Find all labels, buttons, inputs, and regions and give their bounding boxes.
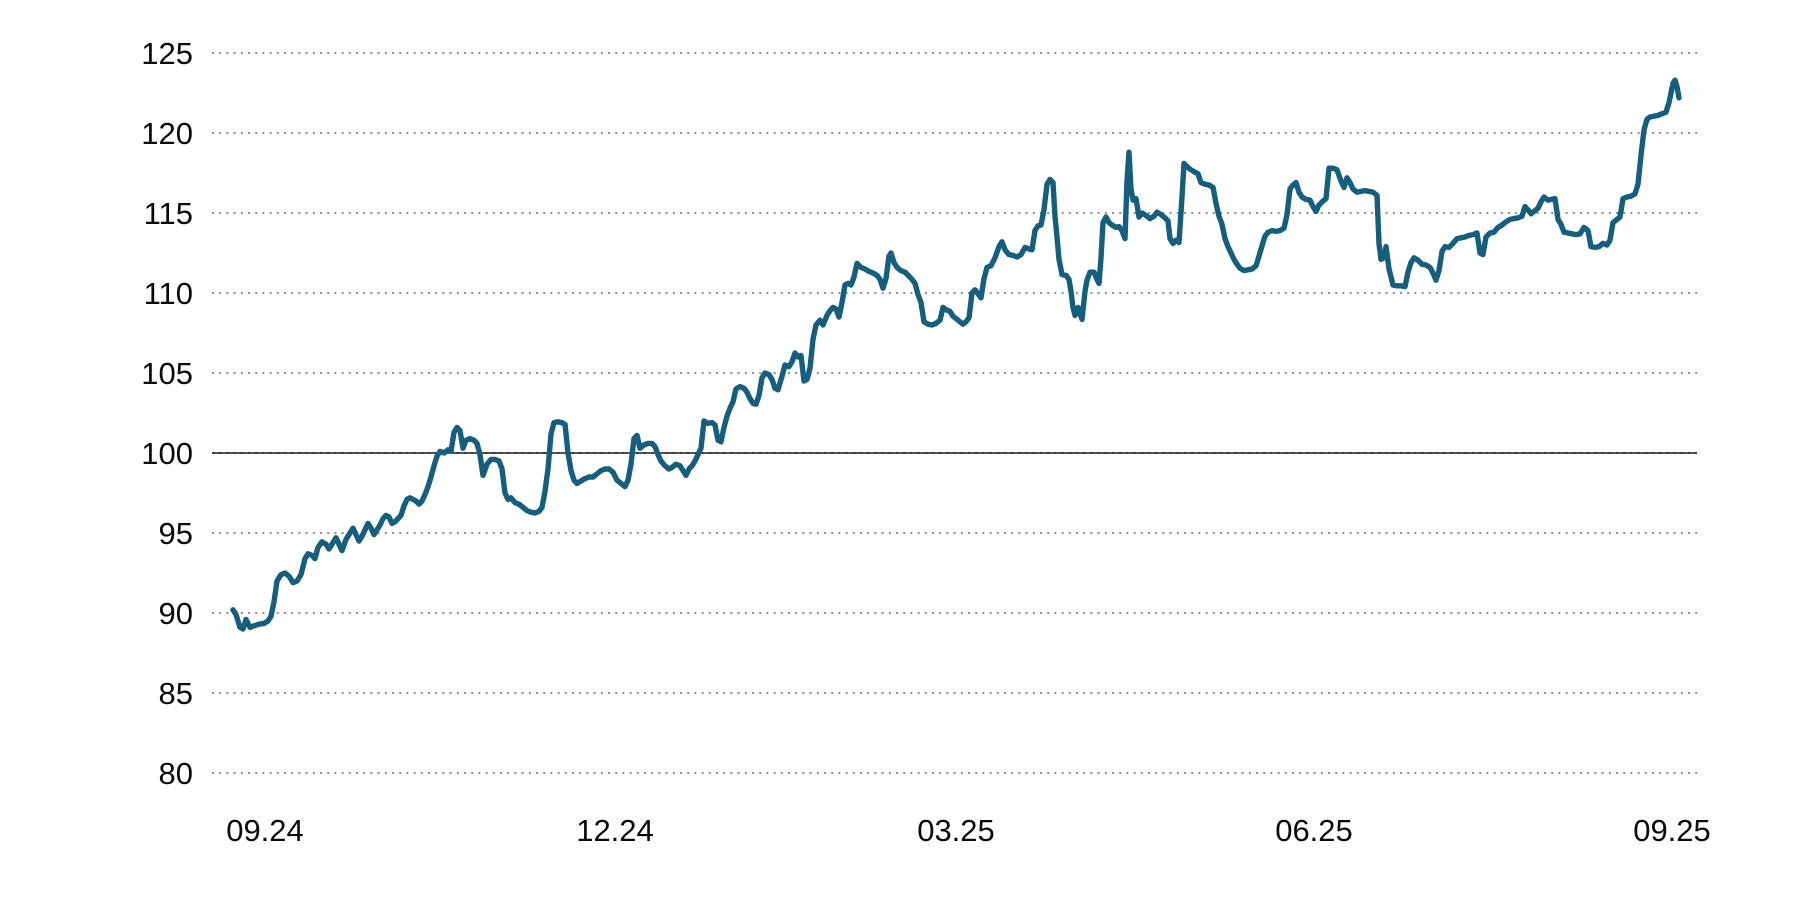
y-tick-label-85: 85 xyxy=(159,676,193,711)
x-axis-tick-labels: 09.24 12.24 03.25 06.25 09.25 xyxy=(226,813,1711,848)
x-tick-label-09.24: 09.24 xyxy=(226,813,304,848)
x-tick-label-06.25: 06.25 xyxy=(1275,813,1353,848)
y-tick-label-125: 125 xyxy=(141,36,193,71)
y-tick-label-110: 110 xyxy=(144,276,193,311)
y-tick-label-115: 115 xyxy=(144,196,193,231)
y-tick-label-80: 80 xyxy=(159,756,193,791)
y-tick-label-95: 95 xyxy=(159,516,193,551)
price-line xyxy=(230,77,1682,632)
series-layer xyxy=(230,77,1682,632)
y-tick-label-120: 120 xyxy=(141,116,193,151)
x-tick-label-12.24: 12.24 xyxy=(576,813,654,848)
x-tick-label-03.25: 03.25 xyxy=(917,813,995,848)
gridlines xyxy=(212,52,1697,774)
x-tick-label-09.25: 09.25 xyxy=(1633,813,1711,848)
y-axis-tick-labels: 80 85 90 95 100 105 110 115 120 125 xyxy=(141,36,193,791)
y-tick-label-100: 100 xyxy=(141,436,193,471)
y-tick-label-90: 90 xyxy=(159,596,193,631)
y-tick-label-105: 105 xyxy=(141,356,193,391)
